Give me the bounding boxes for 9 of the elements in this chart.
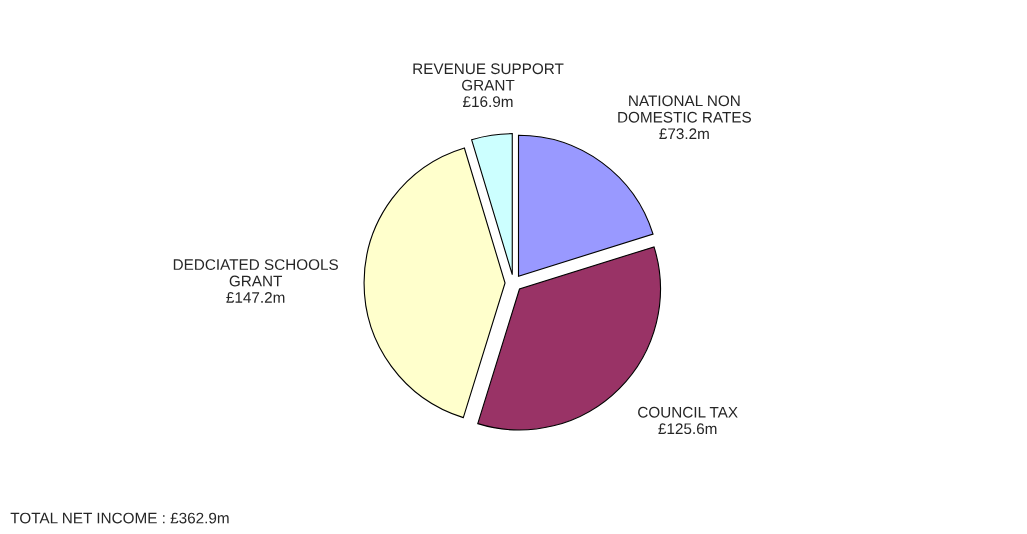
- slice-label: DEDCIATED SCHOOLS GRANT: [173, 259, 338, 287]
- slice-label: REVENUE SUPPORT GRANT: [413, 63, 564, 91]
- text: TOTAL NET INCOME : £362.9m: [10, 512, 229, 524]
- data-label: £125.6m: [658, 423, 717, 435]
- slice-label: NATIONAL NON DOMESTIC RATES: [618, 95, 751, 123]
- slice-label: COUNCIL TAX: [638, 406, 738, 418]
- data-label: £147.2m: [226, 292, 285, 303]
- data-label: £73.2m: [659, 128, 709, 140]
- data-label: £16.9m: [462, 96, 513, 108]
